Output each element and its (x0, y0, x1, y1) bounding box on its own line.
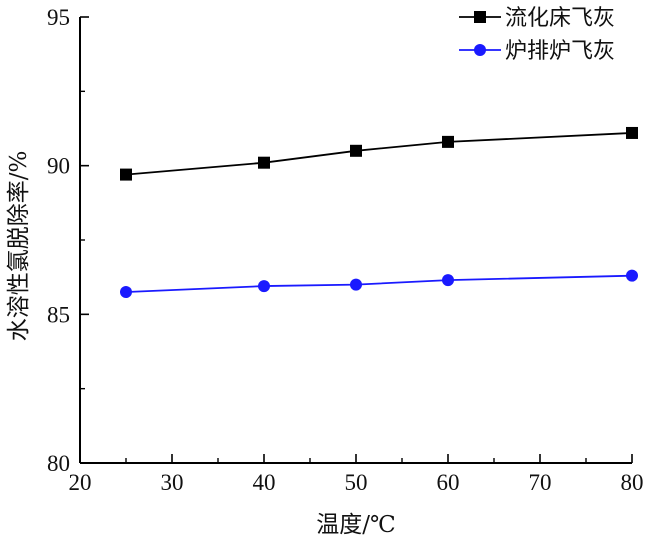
legend-label-2: 炉排炉飞灰 (505, 39, 615, 64)
y-axis-title: 水溶性氯脱除率/% (6, 151, 32, 342)
legend-marker-circle (474, 44, 486, 56)
data-point-circle (120, 286, 132, 299)
data-point-circle (350, 278, 362, 291)
x-tick-label: 80 (621, 470, 644, 495)
data-point-square (442, 135, 454, 148)
y-tick-label: 95 (47, 5, 70, 30)
x-tick-label: 50 (345, 470, 368, 495)
series-line-1 (125, 132, 633, 176)
data-point-square (258, 156, 270, 169)
data-point-circle (626, 269, 638, 282)
x-axis-title: 温度/℃ (316, 512, 395, 538)
y-tick-label: 90 (47, 154, 70, 179)
x-tick-label: 40 (253, 470, 276, 495)
chart-series (120, 126, 638, 299)
data-point-square (120, 168, 132, 181)
data-point-square (626, 126, 638, 139)
x-tick-label: 20 (69, 470, 92, 495)
data-point-square (350, 144, 362, 157)
x-tick-label: 30 (161, 470, 184, 495)
x-tick-label: 60 (437, 470, 460, 495)
x-tick-label: 70 (529, 470, 552, 495)
chart-axes (79, 17, 632, 464)
legend-label-1: 流化床飞灰 (505, 6, 615, 31)
data-point-circle (442, 274, 454, 287)
chart-ticks: 20 30 40 50 60 70 80 80 85 90 95 (47, 5, 644, 495)
series-line-2 (125, 274, 633, 293)
legend-marker-square (474, 11, 486, 23)
y-tick-label: 80 (47, 451, 70, 476)
data-point-circle (258, 280, 270, 293)
y-tick-label: 85 (47, 302, 70, 327)
